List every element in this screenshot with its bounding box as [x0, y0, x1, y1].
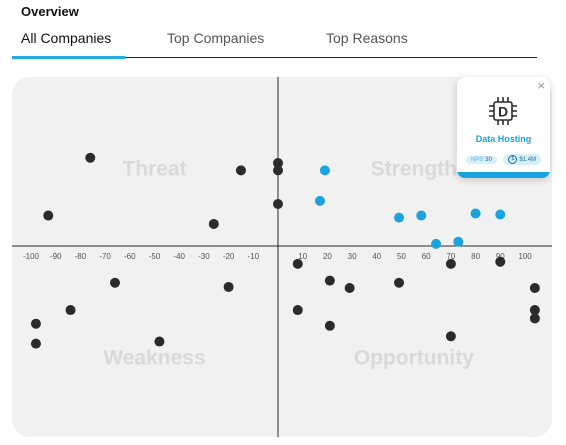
- data-point[interactable]: [208, 218, 219, 229]
- data-point[interactable]: [43, 210, 54, 221]
- nps-value: 30: [485, 156, 492, 163]
- x-tick-label: -60: [124, 252, 136, 261]
- x-tick-label: 70: [446, 252, 455, 261]
- tab-top-companies[interactable]: Top Companies: [167, 30, 265, 46]
- quadrant-label-strength: Strength: [371, 157, 457, 180]
- highlighted-data-point[interactable]: [470, 208, 481, 219]
- nps-badge: NPS 30: [465, 155, 497, 164]
- tooltip-accent-bar: [457, 172, 550, 178]
- amount-badge: $ $1.4M: [503, 154, 542, 166]
- data-point[interactable]: [223, 281, 234, 292]
- chip-icon: D: [489, 97, 517, 125]
- page-title: Overview: [21, 4, 79, 19]
- x-tick-label: -50: [149, 252, 161, 261]
- data-point[interactable]: [273, 158, 283, 169]
- highlighted-data-point[interactable]: [394, 212, 405, 223]
- highlighted-data-point[interactable]: [495, 209, 506, 220]
- data-point[interactable]: [30, 318, 41, 329]
- x-tick-label: -10: [248, 252, 260, 261]
- x-tick-label: 60: [422, 252, 431, 261]
- highlighted-data-point[interactable]: [314, 195, 325, 206]
- tab-divider: [12, 57, 537, 58]
- data-point[interactable]: [344, 283, 355, 293]
- data-point[interactable]: [154, 336, 165, 347]
- highlighted-data-point[interactable]: [453, 236, 464, 247]
- quadrant-label-opportunity: Opportunity: [354, 346, 474, 369]
- data-point[interactable]: [292, 305, 303, 316]
- point-tooltip: × D Data Hosting NPS 30 $ $1.4M: [457, 77, 550, 178]
- data-point[interactable]: [85, 152, 96, 163]
- data-point[interactable]: [65, 305, 76, 316]
- quadrant-label-weakness: Weakness: [103, 346, 205, 369]
- nps-label: NPS: [470, 156, 484, 163]
- data-point[interactable]: [445, 258, 456, 269]
- scatter-chart: Threat Strength Weakness Opportunity -100 -9…: [12, 77, 552, 437]
- data-point[interactable]: [529, 283, 540, 293]
- data-point[interactable]: [445, 331, 456, 342]
- x-tick-label: 20: [323, 252, 332, 261]
- data-point[interactable]: [495, 256, 506, 267]
- close-icon[interactable]: ×: [537, 78, 545, 93]
- data-point[interactable]: [30, 338, 41, 349]
- tab-top-reasons[interactable]: Top Reasons: [326, 30, 408, 46]
- x-tick-label: -100: [23, 252, 40, 261]
- x-tick-label: -40: [173, 252, 185, 261]
- x-tick-label: 90: [496, 252, 505, 261]
- data-point[interactable]: [394, 277, 405, 288]
- data-point[interactable]: [529, 305, 540, 316]
- x-tick-label: 100: [518, 252, 532, 261]
- x-tick-label: -30: [198, 252, 210, 261]
- x-tick-label: -80: [75, 252, 87, 261]
- data-point[interactable]: [529, 313, 540, 324]
- dollar-icon: $: [508, 155, 518, 165]
- data-point[interactable]: [324, 275, 335, 286]
- data-point[interactable]: [235, 165, 246, 176]
- tab-all-companies[interactable]: All Companies: [21, 30, 112, 46]
- data-point[interactable]: [273, 199, 283, 209]
- data-point[interactable]: [324, 320, 335, 331]
- x-tick-label: 80: [471, 252, 480, 261]
- x-tick-label: 10: [298, 252, 307, 261]
- x-tick-label: -90: [50, 252, 62, 261]
- data-point[interactable]: [292, 258, 303, 269]
- highlighted-data-point[interactable]: [319, 165, 330, 176]
- x-tick-label: 40: [372, 252, 381, 261]
- x-tick-label: 30: [348, 252, 357, 261]
- amount-value: $1.4M: [519, 157, 537, 164]
- active-tab-indicator: [12, 56, 125, 59]
- quadrant-label-threat: Threat: [122, 157, 186, 180]
- chip-letter: D: [498, 104, 508, 120]
- x-tick-label: 50: [397, 252, 406, 261]
- highlighted-data-point[interactable]: [431, 238, 442, 249]
- tooltip-title: Data Hosting: [475, 134, 532, 144]
- tab-bar: All Companies Top Companies Top Reasons: [0, 28, 566, 62]
- x-tick-label: -70: [99, 252, 111, 261]
- highlighted-data-point[interactable]: [416, 210, 427, 221]
- data-point[interactable]: [273, 165, 283, 176]
- data-point[interactable]: [109, 277, 120, 288]
- x-tick-label: -20: [223, 252, 235, 261]
- tooltip-badges: NPS 30 $ $1.4M: [457, 151, 550, 169]
